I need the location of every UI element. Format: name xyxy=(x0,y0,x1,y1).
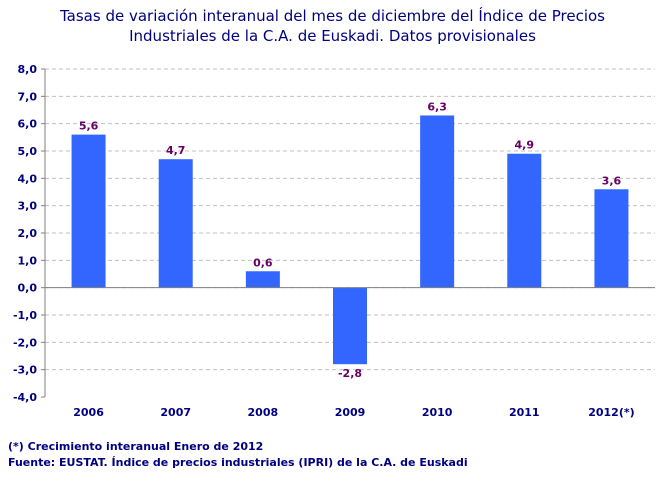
bar-2012(*) xyxy=(594,189,629,288)
chart-title-line2: Industriales de la C.A. de Euskadi. Dato… xyxy=(129,27,536,45)
data-label: 4,9 xyxy=(515,139,535,152)
x-tick-label: 2011 xyxy=(509,406,540,419)
y-tick-label: -1,0 xyxy=(13,309,37,322)
data-label: 4,7 xyxy=(166,144,186,157)
data-label: 3,6 xyxy=(602,174,622,187)
y-tick-label: 3,0 xyxy=(18,200,38,213)
x-tick-label: 2008 xyxy=(248,406,279,419)
chart-title-line1: Tasas de variación interanual del mes de… xyxy=(60,7,605,25)
y-tick-label: 1,0 xyxy=(18,254,38,267)
y-tick-label: 4,0 xyxy=(18,172,38,185)
data-label: 5,6 xyxy=(79,120,99,133)
source-note: Fuente: EUSTAT. Índice de precios indust… xyxy=(8,456,468,469)
y-tick-label: 2,0 xyxy=(18,227,38,240)
x-tick-label: 2009 xyxy=(335,406,366,419)
footnote: (*) Crecimiento interanual Enero de 2012 xyxy=(8,440,264,453)
data-label: 6,3 xyxy=(427,100,447,113)
bar-2010 xyxy=(420,115,455,288)
y-tick-label: 7,0 xyxy=(18,90,38,103)
y-tick-label: 8,0 xyxy=(18,63,38,76)
bar-2011 xyxy=(507,153,542,288)
bar-2007 xyxy=(158,159,193,288)
bar-2006 xyxy=(71,134,106,288)
data-label: 0,6 xyxy=(253,256,273,269)
y-tick-label: 5,0 xyxy=(18,145,38,158)
y-tick-label: 0,0 xyxy=(18,282,38,295)
chart-title: Tasas de variación interanual del mes de… xyxy=(0,6,665,46)
bar-2009 xyxy=(333,287,367,365)
y-tick-label: -4,0 xyxy=(13,391,37,404)
bar-2008 xyxy=(245,271,280,288)
y-tick-label: 6,0 xyxy=(18,118,38,131)
x-tick-label: 2006 xyxy=(73,406,104,419)
x-tick-label: 2010 xyxy=(422,406,453,419)
y-tick-label: -3,0 xyxy=(13,364,37,377)
y-tick-label: -2,0 xyxy=(13,336,37,349)
data-label: -2,8 xyxy=(338,367,362,380)
x-tick-label: 2012(*) xyxy=(588,406,634,419)
x-tick-label: 2007 xyxy=(160,406,191,419)
